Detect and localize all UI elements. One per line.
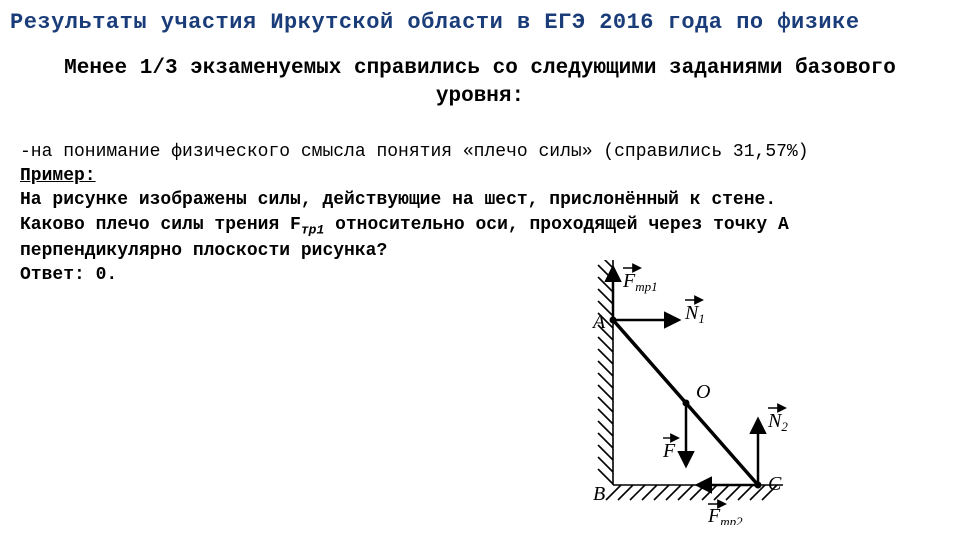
example-line-1: На рисунке изображены силы, действующие … bbox=[20, 190, 776, 210]
example-line-3: перпендикулярно плоскости рисунка? bbox=[20, 241, 387, 261]
label-c: C bbox=[768, 473, 782, 495]
answer-line: Ответ: 0. bbox=[20, 265, 117, 285]
example-line-2: Каково плечо силы трения Fтр1 относитель… bbox=[20, 215, 789, 235]
label-b: B bbox=[593, 483, 605, 505]
label-ftr2: Fтр2 bbox=[707, 505, 743, 525]
bullet-line: -на понимание физического смысла понятия… bbox=[20, 142, 809, 162]
wall-hatching bbox=[598, 260, 613, 485]
label-n2: N2 bbox=[767, 410, 788, 434]
subtitle: Менее 1/3 экзаменуемых справились со сле… bbox=[0, 37, 960, 122]
label-ftr1: Fтр1 bbox=[622, 270, 658, 294]
example-label: Пример: bbox=[20, 166, 96, 186]
label-a: A bbox=[591, 311, 606, 333]
label-f: F bbox=[662, 440, 676, 462]
label-o: O bbox=[696, 381, 710, 403]
page-title: Результаты участия Иркутской области в Е… bbox=[0, 0, 960, 37]
physics-diagram: A C B O F Fтр1 N1 N2 Fтр2 bbox=[558, 260, 818, 525]
label-n1: N1 bbox=[684, 302, 705, 326]
